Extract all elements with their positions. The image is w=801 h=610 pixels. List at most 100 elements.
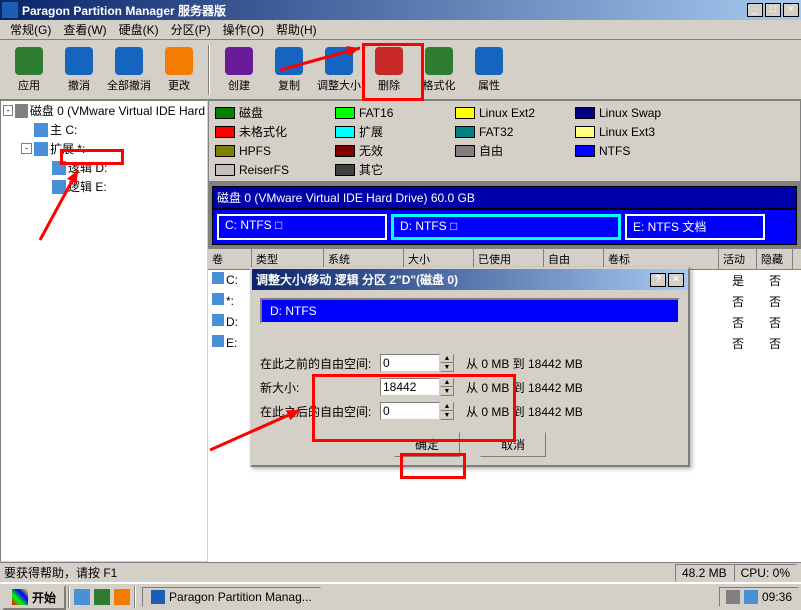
tree-item[interactable]: 主 C: [1, 120, 207, 139]
tree-item[interactable]: 逻辑 E: [1, 177, 207, 196]
column-header[interactable]: 活动 [719, 249, 757, 269]
column-header[interactable]: 卷 [208, 249, 252, 269]
tree-item[interactable]: 逻辑 D: [1, 158, 207, 177]
tool-label: 删除 [378, 77, 400, 93]
spin-up-icon[interactable]: ▲ [440, 378, 454, 387]
menu-item[interactable]: 分区(P) [165, 19, 217, 40]
ok-button[interactable]: 确定 [394, 432, 460, 457]
column-header[interactable]: 卷标 [604, 249, 719, 269]
column-header[interactable]: 大小 [404, 249, 474, 269]
quicklaunch-icon[interactable] [74, 589, 90, 605]
menu-item[interactable]: 查看(W) [57, 19, 112, 40]
column-header[interactable]: 系统 [324, 249, 404, 269]
legend-swatch [575, 126, 595, 138]
toolbar-button[interactable]: 属性 [464, 43, 514, 97]
legend-swatch [335, 107, 355, 119]
start-button[interactable]: 开始 [2, 585, 66, 610]
status-memory: 48.2 MB [675, 564, 734, 582]
toolbar-button[interactable]: 应用 [4, 43, 54, 97]
drive-icon [212, 335, 224, 347]
table-cell: 否 [719, 334, 757, 353]
table-cell: 否 [719, 313, 757, 332]
legend-swatch [455, 107, 475, 119]
form-row: 在此之前的自由空间:▲▼从 0 MB 到 18442 MB [260, 354, 680, 372]
range-text: 从 0 MB 到 18442 MB [466, 403, 583, 420]
disk-header: 磁盘 0 (VMware Virtual IDE Hard Drive) 60.… [212, 186, 797, 209]
drive-icon [52, 180, 66, 194]
table-cell: *: [208, 292, 252, 311]
menu-item[interactable]: 帮助(H) [270, 19, 323, 40]
tree-label: 逻辑 D: [68, 159, 107, 176]
toolbar-button[interactable]: 撤消 [54, 43, 104, 97]
tree-item[interactable]: - 扩展 *: [1, 139, 207, 158]
partition-table: 卷类型系统大小已使用自由卷标活动隐藏 C:主NTFS25.0 GB3.2 GB2… [208, 249, 801, 562]
size-input[interactable] [380, 354, 440, 372]
legend-swatch [335, 164, 355, 176]
quicklaunch-icon[interactable] [94, 589, 110, 605]
column-header[interactable]: 自由 [544, 249, 604, 269]
legend-item: Linux Ext3 [571, 122, 691, 141]
column-header[interactable]: 类型 [252, 249, 324, 269]
spin-down-icon[interactable]: ▼ [440, 387, 454, 396]
toolbar-button[interactable]: 创建 [214, 43, 264, 97]
cancel-button[interactable]: 取消 [480, 432, 546, 457]
quicklaunch-sep [134, 586, 136, 608]
cell-value: D: [226, 315, 238, 329]
table-cell: E: [208, 334, 252, 353]
dialog-close-button[interactable]: × [668, 273, 684, 287]
table-cell: 否 [757, 271, 793, 290]
spin-up-icon[interactable]: ▲ [440, 354, 454, 363]
tree-expand-icon[interactable]: - [3, 105, 13, 116]
form-row: 在此之后的自由空间:▲▼从 0 MB 到 18442 MB [260, 402, 680, 420]
taskbar-app-button[interactable]: Paragon Partition Manag... [142, 587, 321, 607]
tree-expand-icon[interactable]: - [21, 143, 32, 154]
toolbar-button[interactable]: 调整大小 [314, 43, 364, 97]
cell-value: 否 [769, 295, 781, 309]
status-text: 要获得帮助，请按 F1 [4, 564, 675, 581]
tree-item[interactable]: -磁盘 0 (VMware Virtual IDE Hard [1, 101, 207, 120]
toolbar-button[interactable]: 更改 [154, 43, 204, 97]
right-panel: 磁盘FAT16Linux Ext2Linux Swap未格式化扩展FAT32Li… [208, 100, 801, 562]
tree-label: 扩展 *: [50, 140, 85, 157]
legend-label: FAT16 [359, 106, 393, 120]
dialog-buttons: 确定 取消 [260, 432, 680, 457]
quicklaunch-icon[interactable] [114, 589, 130, 605]
partition-box[interactable]: C: NTFS □ [217, 214, 387, 240]
column-header[interactable]: 隐藏 [757, 249, 793, 269]
spin-down-icon[interactable]: ▼ [440, 411, 454, 420]
maximize-button[interactable]: □ [765, 3, 781, 17]
form-row: 新大小:▲▼从 0 MB 到 18442 MB [260, 378, 680, 396]
size-input[interactable] [380, 402, 440, 420]
legend-swatch [215, 126, 235, 138]
cell-value: 否 [769, 316, 781, 330]
spin-down-icon[interactable]: ▼ [440, 363, 454, 372]
legend-item: 无效 [331, 141, 451, 160]
disk-icon [15, 104, 28, 118]
minimize-button[interactable]: _ [747, 3, 763, 17]
menu-item[interactable]: 硬盘(K) [113, 19, 165, 40]
legend-item: 自由 [451, 141, 571, 160]
column-header[interactable]: 已使用 [474, 249, 544, 269]
close-button[interactable]: × [783, 3, 799, 17]
tray-icon[interactable] [726, 590, 740, 604]
help-button[interactable]: ? [650, 273, 666, 287]
range-text: 从 0 MB 到 18442 MB [466, 355, 583, 372]
toolbar-button[interactable]: 全部撤消 [104, 43, 154, 97]
toolbar-button[interactable]: 格式化 [414, 43, 464, 97]
cell-value: *: [226, 294, 234, 308]
menu-item[interactable]: 操作(O) [217, 19, 270, 40]
menu-item[interactable]: 常规(G) [4, 19, 57, 40]
size-input[interactable] [380, 378, 440, 396]
spin-up-icon[interactable]: ▲ [440, 402, 454, 411]
tool-icon [115, 47, 143, 75]
tray-icon[interactable] [744, 590, 758, 604]
toolbar-button[interactable]: 复制 [264, 43, 314, 97]
legend-swatch [215, 145, 235, 157]
partition-box[interactable]: D: NTFS □ [391, 214, 621, 240]
legend-label: 未格式化 [239, 123, 287, 140]
toolbar-button[interactable]: 删除 [364, 43, 414, 97]
table-cell: 否 [719, 292, 757, 311]
window-title: Paragon Partition Manager 服务器版 [22, 2, 747, 19]
legend-label: 扩展 [359, 123, 383, 140]
partition-box[interactable]: E: NTFS 文档 [625, 214, 765, 240]
